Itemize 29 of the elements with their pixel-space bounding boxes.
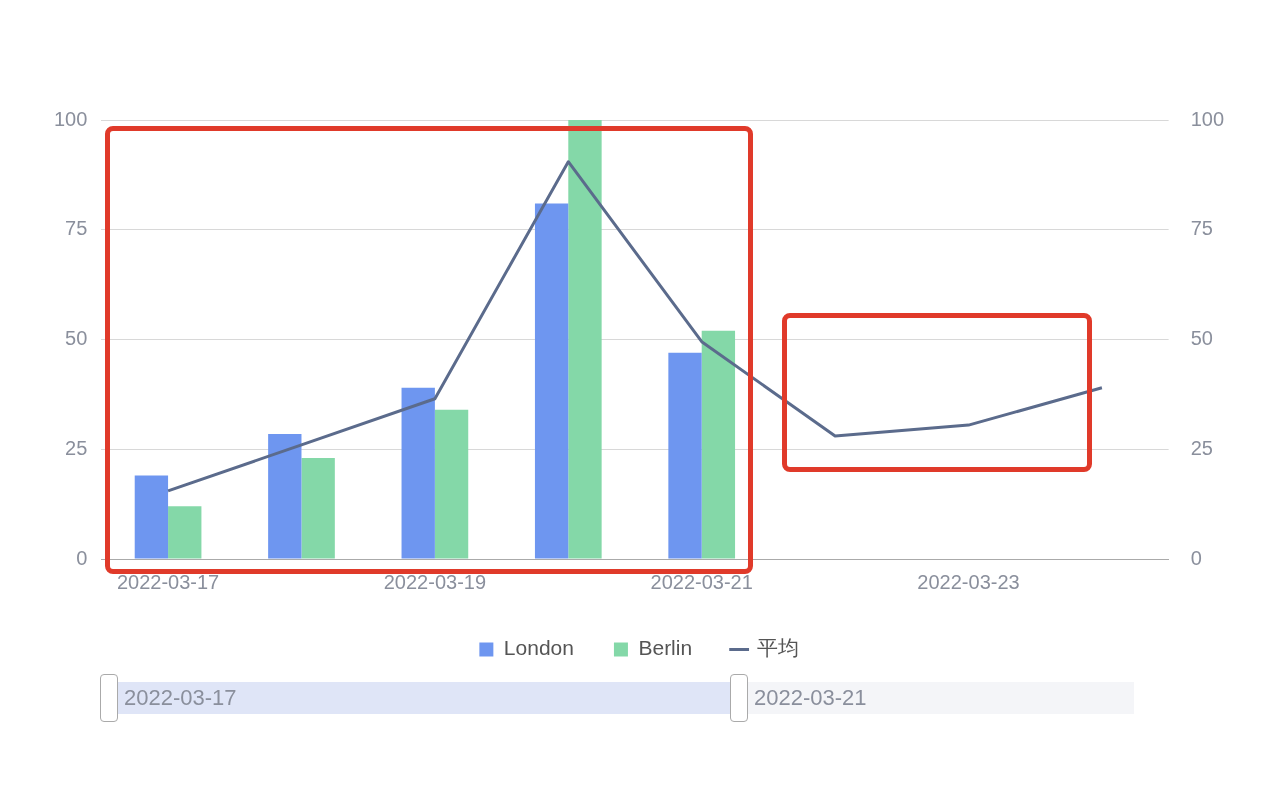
- bar: [301, 458, 335, 559]
- bar: [401, 387, 435, 559]
- y2-tick-label: 0: [1190, 546, 1202, 569]
- legend-label: Berlin: [638, 636, 693, 660]
- y-tick-label: 25: [65, 436, 88, 459]
- bar: [134, 475, 169, 559]
- bar: [534, 203, 569, 559]
- legend-label: London: [503, 636, 574, 660]
- bar: [168, 506, 202, 559]
- bar: [701, 330, 736, 559]
- bar: [668, 352, 702, 559]
- y-tick-label: 0: [76, 546, 88, 569]
- bar: [434, 409, 469, 559]
- y-tick-label: 75: [65, 217, 88, 240]
- y-tick-label: 100: [53, 107, 88, 130]
- bar: [268, 433, 302, 559]
- x-tick-label: 2022-03-17: [116, 570, 220, 593]
- y2-tick-label: 75: [1190, 217, 1213, 240]
- legend-label: 平均: [756, 636, 799, 660]
- x-tick-label: 2022-03-19: [383, 570, 487, 593]
- text: 2022-03-21: [754, 685, 867, 711]
- bar: [568, 120, 602, 559]
- y2-tick-label: 50: [1190, 327, 1213, 350]
- text: 2022-03-17: [124, 685, 237, 711]
- x-tick-label: 2022-03-23: [917, 570, 1020, 593]
- y-tick-label: 50: [65, 327, 88, 350]
- x-tick-label: 2022-03-21: [650, 570, 753, 593]
- y2-tick-label: 25: [1190, 436, 1213, 459]
- y2-tick-label: 100: [1190, 107, 1225, 130]
